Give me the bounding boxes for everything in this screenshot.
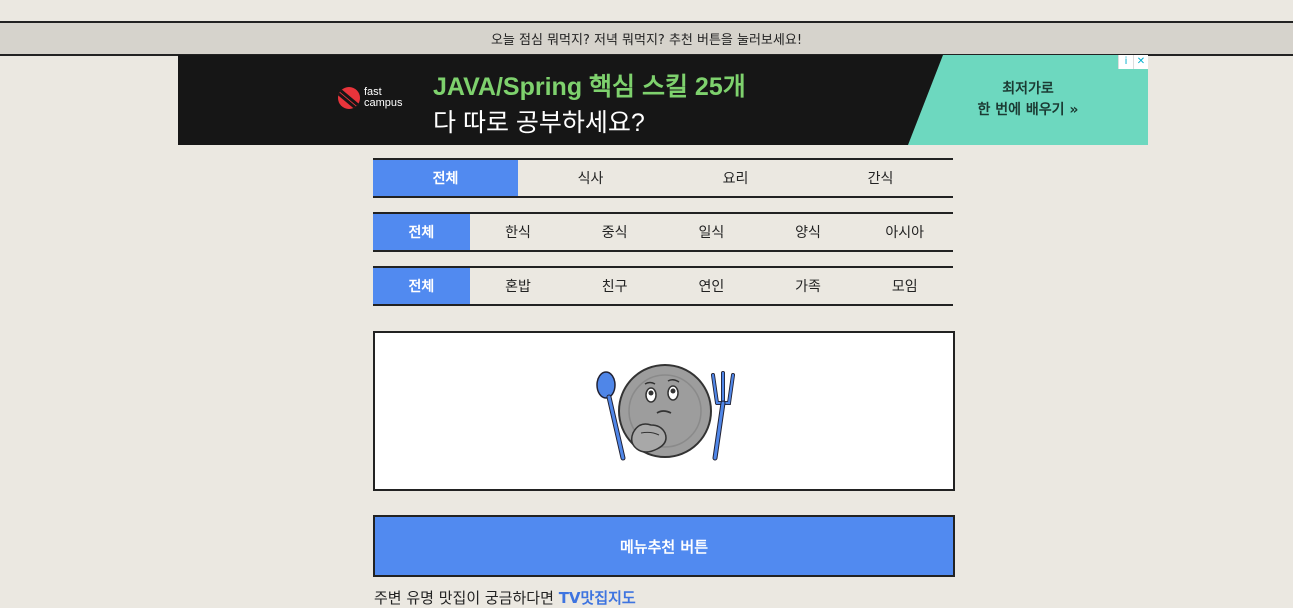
menu-result-box — [373, 331, 955, 491]
ad-cta-line1: 최저가로 — [1002, 81, 1054, 97]
tab-company-all[interactable]: 전체 — [373, 268, 470, 304]
tab-cuisine-asian[interactable]: 아시아 — [885, 225, 925, 241]
ad-logo-line2: campus — [364, 97, 403, 109]
ad-cta-background — [908, 55, 1148, 145]
ad-headline: JAVA/Spring 핵심 스킬 25개 — [433, 73, 746, 101]
company-tabs: 전체 혼밥 친구 연인 가족 모임 — [373, 266, 953, 306]
footer-prefix: 주변 유명 맛집이 궁금하다면 — [374, 589, 559, 607]
fastcampus-logo-icon — [338, 87, 360, 109]
cuisine-tabs: 전체 한식 중식 일식 양식 아시아 — [373, 212, 953, 252]
tab-company-couple[interactable]: 연인 — [698, 279, 725, 295]
ad-info-icon[interactable]: i — [1118, 55, 1133, 69]
tab-company-group[interactable]: 모임 — [891, 279, 918, 295]
top-banner-text: 오늘 점심 뭐먹지? 저녁 뭐먹지? 추천 버튼을 눌러보세요! — [490, 33, 803, 48]
footer-line: 주변 유명 맛집이 궁금하다면 TV맛집지도 — [374, 587, 636, 608]
ad-subline: 다 따로 공부하세요? — [433, 109, 645, 137]
meal-type-tabs: 전체 식사 요리 간식 — [373, 158, 953, 198]
ad-logo-line1: fast — [364, 86, 382, 98]
tab-meal-snack[interactable]: 간식 — [867, 171, 894, 187]
ad-cta[interactable]: 최저가로 한 번에 배우기 » — [938, 79, 1118, 121]
tv-restaurant-map-link[interactable]: TV맛집지도 — [558, 589, 636, 607]
ad-banner[interactable]: fast campus JAVA/Spring 핵심 스킬 25개 다 따로 공… — [178, 55, 1148, 145]
fork-icon — [711, 371, 735, 461]
ad-controls: i ✕ — [1118, 55, 1148, 69]
tab-cuisine-chinese[interactable]: 중식 — [601, 225, 628, 241]
tab-cuisine-japanese[interactable]: 일식 — [698, 225, 725, 241]
tab-cuisine-all[interactable]: 전체 — [373, 214, 470, 250]
tab-cuisine-korean[interactable]: 한식 — [505, 225, 531, 241]
tab-company-alone[interactable]: 혼밥 — [505, 279, 531, 295]
tab-cuisine-western[interactable]: 양식 — [795, 225, 821, 241]
tab-company-family[interactable]: 가족 — [795, 279, 821, 295]
menu-recommend-button[interactable]: 메뉴추천 버튼 — [373, 515, 955, 577]
tab-meal-food[interactable]: 식사 — [577, 171, 604, 187]
ad-logo: fast campus — [338, 87, 403, 109]
spoon-icon — [596, 371, 626, 461]
tab-company-friends[interactable]: 친구 — [601, 279, 628, 295]
ad-close-icon[interactable]: ✕ — [1133, 55, 1148, 69]
thinking-plate-icon — [596, 364, 735, 461]
top-banner: 오늘 점심 뭐먹지? 저녁 뭐먹지? 추천 버튼을 눌러보세요! — [0, 21, 1293, 56]
tab-meal-all[interactable]: 전체 — [373, 160, 518, 196]
ad-logo-text: fast campus — [364, 87, 403, 109]
tab-meal-cooking[interactable]: 요리 — [722, 171, 749, 187]
ad-cta-line2: 한 번에 배우기 » — [977, 102, 1079, 118]
